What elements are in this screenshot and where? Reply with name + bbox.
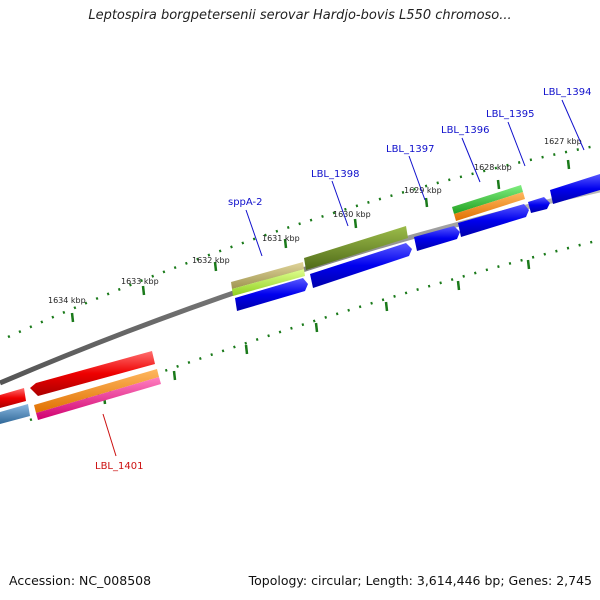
scale-label-1632: 1632 kbp (192, 256, 230, 265)
gene-label-sppa-2[interactable]: sppA-2 (228, 197, 263, 208)
gene-label-lbl-1396[interactable]: LBL_1396 (441, 125, 489, 136)
inner-major-tick (244, 344, 249, 355)
gene-feature-sppa-2-tan[interactable] (231, 262, 304, 289)
gene-feature-lbl-1396-orange[interactable] (454, 192, 525, 221)
outer-tick-ring (7, 143, 600, 339)
outer-major-tick (353, 218, 358, 229)
gene-label-lbl-1395[interactable]: LBL_1395 (486, 109, 534, 120)
leader-lbl-1396 (461, 137, 481, 183)
gene-feature-lbl-1401-orange[interactable] (34, 369, 159, 413)
forward-strand-features (231, 174, 600, 311)
gene-label-lbl-1394[interactable]: LBL_1394 (543, 87, 591, 98)
inner-major-tick (456, 280, 461, 291)
gene-label-lbl-1397[interactable]: LBL_1397 (386, 144, 434, 155)
genome-summary-text: Topology: circular; Length: 3,614,446 bp… (248, 573, 592, 588)
gene-feature-lbl-1394-cds[interactable] (550, 174, 600, 204)
gene-feature-lbl-1395-cds[interactable] (528, 197, 550, 213)
leader-lbl-1401 (102, 413, 117, 457)
scale-label-1633: 1633 kbp (121, 277, 159, 286)
label-leaders (102, 99, 585, 457)
outer-major-tick (424, 197, 429, 208)
leader-lbl-1398 (331, 180, 349, 227)
scale-label-1631: 1631 kbp (262, 234, 300, 243)
gene-feature-lbl-1398-olive[interactable] (304, 226, 408, 270)
gene-feature-sppa-2-cds[interactable] (235, 278, 308, 311)
inner-tick-ring (29, 238, 600, 422)
outer-major-tick (213, 261, 218, 272)
scale-label-1628: 1628 kbp (474, 163, 512, 172)
gene-label-lbl-1401[interactable]: LBL_1401 (95, 461, 143, 472)
leader-lbl-1395 (507, 121, 526, 167)
outer-major-tick (566, 159, 571, 170)
gene-feature-lbl-1401-pink[interactable] (36, 377, 161, 420)
gene-feature-sppa-2-lime[interactable] (232, 269, 305, 296)
outer-major-ticks (70, 159, 571, 323)
gene-feature-lbl-1398-cds[interactable] (310, 243, 412, 288)
scale-label-1627: 1627 kbp (544, 137, 582, 146)
scale-label-1630: 1630 kbp (333, 210, 371, 219)
gene-feature-lbl-1397-cds[interactable] (414, 226, 460, 251)
gene-label-lbl-1398[interactable]: LBL_1398 (311, 169, 359, 180)
inner-major-tick (526, 259, 531, 270)
scale-label-1629: 1629 kbp (404, 186, 442, 195)
accession-text: Accession: NC_008508 (9, 573, 152, 588)
map-title: Leptospira borgpetersenii serovar Hardjo… (88, 8, 512, 23)
leader-lbl-1397 (408, 155, 426, 201)
reverse-strand-features (0, 351, 161, 424)
inner-major-tick (172, 370, 177, 381)
outer-major-tick (283, 238, 288, 249)
outer-major-tick (70, 312, 75, 323)
gene-feature-lbl-1401-red[interactable] (30, 351, 155, 396)
leader-lbl-1394 (561, 99, 585, 151)
gene-feature-lbl-1396-green[interactable] (452, 185, 523, 214)
gene-feature-left-steel[interactable] (0, 404, 30, 424)
scale-label-1634: 1634 kbp (48, 296, 86, 305)
gene-feature-left-red-top[interactable] (0, 388, 26, 408)
inner-major-tick (384, 301, 389, 312)
outer-major-tick (141, 285, 146, 296)
leader-sppa-2 (245, 209, 263, 257)
inner-major-tick (314, 322, 319, 333)
outer-major-tick (496, 179, 501, 190)
gene-feature-lbl-1396-cds[interactable] (458, 204, 529, 237)
